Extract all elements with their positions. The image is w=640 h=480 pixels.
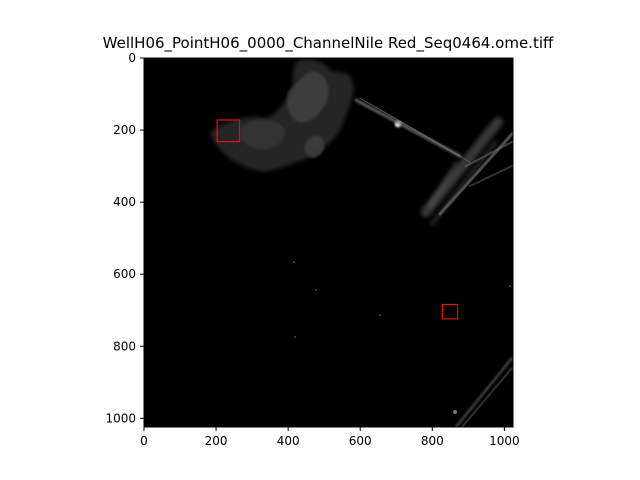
streak-structures [354,97,513,427]
x-tick-label: 0 [140,434,148,448]
dust-specks [293,261,511,414]
x-tick-label: 600 [349,434,372,448]
x-axis: 0 200 400 600 800 1000 [140,427,520,448]
y-tick-label: 600 [113,267,136,281]
y-tick-label: 200 [113,123,136,137]
annotation-box-1 [216,119,241,143]
figure-title: WellH06_PointH06_0000_ChannelNile Red_Se… [102,34,554,52]
y-axis: 0 200 400 600 800 1000 [105,51,144,425]
cell-cluster-texture [210,58,354,172]
y-tick-label: 1000 [105,411,136,425]
annotation-box-2 [441,303,459,320]
x-tick-label: 800 [421,434,444,448]
x-tick-label: 200 [205,434,228,448]
axes-frame [143,57,514,428]
x-tick-label: 1000 [489,434,520,448]
annotation-layer [216,119,459,320]
y-tick-label: 400 [113,195,136,209]
y-tick-label: 0 [128,51,136,65]
y-tick-label: 800 [113,339,136,353]
microscopy-image [144,58,513,427]
x-tick-label: 400 [277,434,300,448]
